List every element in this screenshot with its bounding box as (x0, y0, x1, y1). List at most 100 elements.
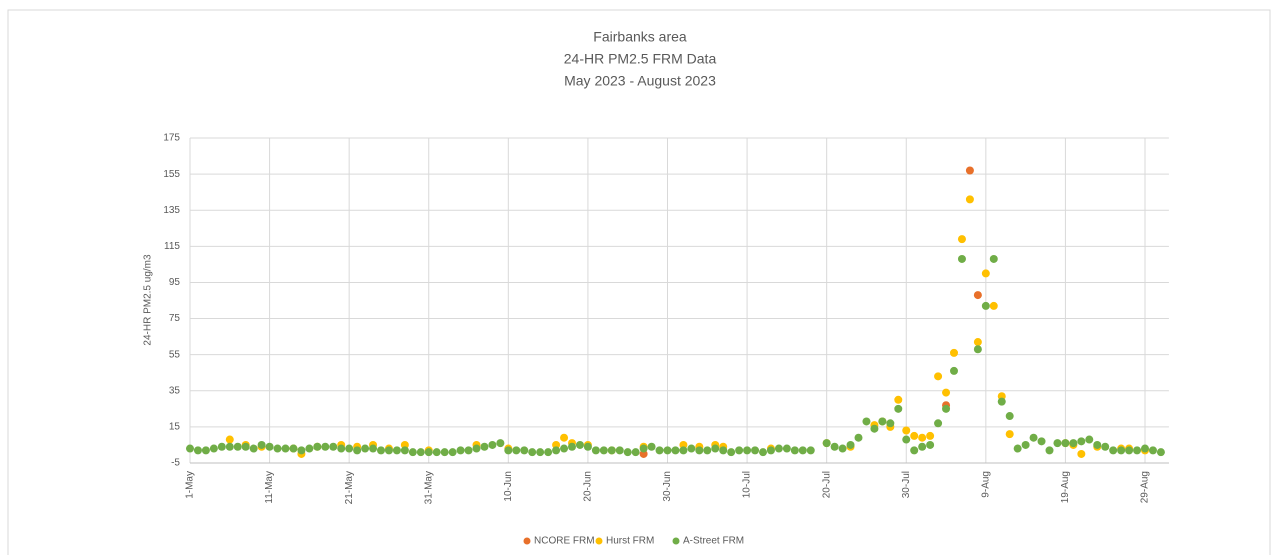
data-point (751, 446, 760, 455)
y-tick-label: 115 (164, 241, 180, 252)
data-point (289, 444, 298, 453)
data-point (989, 301, 998, 310)
x-tick-label: 30-Jun (662, 471, 673, 502)
data-point (902, 426, 911, 435)
data-point (727, 448, 736, 457)
legend-marker (672, 537, 680, 545)
data-point (950, 366, 958, 375)
x-tick-label: 19-Aug (1060, 471, 1071, 503)
data-point (1061, 439, 1070, 448)
data-point (1093, 440, 1102, 449)
data-point (361, 444, 370, 453)
data-point (544, 448, 553, 457)
x-tick-label: 10-Jul (742, 471, 753, 498)
data-point (790, 446, 799, 455)
data-point (249, 444, 258, 453)
data-point (560, 444, 569, 453)
data-point (265, 442, 274, 451)
data-point (305, 444, 314, 453)
data-point (942, 388, 951, 397)
y-tick-label: -5 (171, 458, 180, 469)
data-point (456, 446, 465, 455)
y-tick-label: 155 (163, 169, 180, 180)
data-point (464, 446, 473, 455)
data-point (424, 448, 433, 457)
data-point (408, 448, 417, 457)
data-point (862, 417, 871, 426)
y-tick-label: 75 (169, 313, 181, 324)
chart-subtitle: 24-HR PM2.5 FRM Data (564, 51, 717, 67)
data-point (735, 446, 744, 455)
data-point (798, 446, 807, 455)
data-point (1021, 440, 1030, 449)
data-point (679, 446, 688, 455)
data-point (623, 448, 632, 457)
data-point (520, 446, 529, 455)
data-point (703, 446, 712, 455)
data-point (369, 444, 378, 453)
data-point (329, 442, 338, 451)
data-point (902, 435, 911, 444)
data-point (377, 446, 385, 455)
data-point (575, 440, 584, 449)
data-point (599, 446, 608, 455)
legend-label: A-Street FRM (683, 536, 744, 547)
data-point (512, 446, 521, 455)
y-axis-label: 24-HR PM2.5 ug/m3 (143, 254, 154, 346)
data-point (743, 446, 752, 455)
data-point (480, 442, 489, 451)
data-point (1069, 439, 1078, 448)
data-point (1125, 446, 1134, 455)
data-point (719, 446, 728, 455)
x-tick-label: 1-May (185, 471, 196, 499)
x-tick-label: 20-Jun (583, 471, 594, 502)
data-point (432, 448, 441, 457)
chart-subtitle: May 2023 - August 2023 (564, 73, 716, 89)
data-point (193, 446, 202, 455)
data-point (687, 444, 696, 453)
data-point (989, 254, 998, 263)
data-point (225, 435, 234, 444)
x-tick-label: 9-Aug (980, 471, 991, 498)
data-point (1101, 442, 1110, 451)
data-point (878, 417, 887, 426)
y-tick-label: 95 (169, 277, 181, 288)
data-point (583, 442, 592, 451)
data-point (552, 446, 561, 455)
data-point (647, 442, 656, 451)
data-point (766, 446, 775, 455)
data-point (671, 446, 680, 455)
data-point (1156, 448, 1165, 457)
data-point (186, 444, 194, 453)
x-tick-label: 20-Jul (821, 471, 832, 498)
data-point (384, 446, 393, 455)
data-point (886, 419, 895, 428)
data-point (926, 440, 935, 449)
data-point (1077, 449, 1086, 458)
y-tick-label: 135 (163, 205, 180, 216)
data-point (663, 446, 672, 455)
data-point (472, 444, 481, 453)
x-tick-label: 10-Jun (503, 471, 514, 502)
data-point (981, 301, 990, 310)
data-point (496, 439, 505, 448)
data-point (1005, 412, 1014, 421)
data-point (981, 269, 990, 278)
data-point (1037, 437, 1046, 446)
data-point (257, 440, 266, 449)
data-point (591, 446, 600, 455)
data-point (337, 444, 346, 453)
y-tick-label: 15 (169, 422, 181, 433)
data-point (838, 444, 847, 453)
data-point (926, 431, 935, 440)
data-point (1141, 444, 1149, 453)
data-point (973, 345, 982, 354)
data-point (965, 195, 974, 204)
y-tick-label: 175 (163, 133, 180, 144)
data-point (894, 404, 903, 413)
data-point (353, 446, 362, 455)
data-point (918, 433, 927, 442)
data-point (568, 442, 576, 451)
data-point (894, 395, 903, 404)
x-tick-label: 31-May (423, 471, 434, 504)
